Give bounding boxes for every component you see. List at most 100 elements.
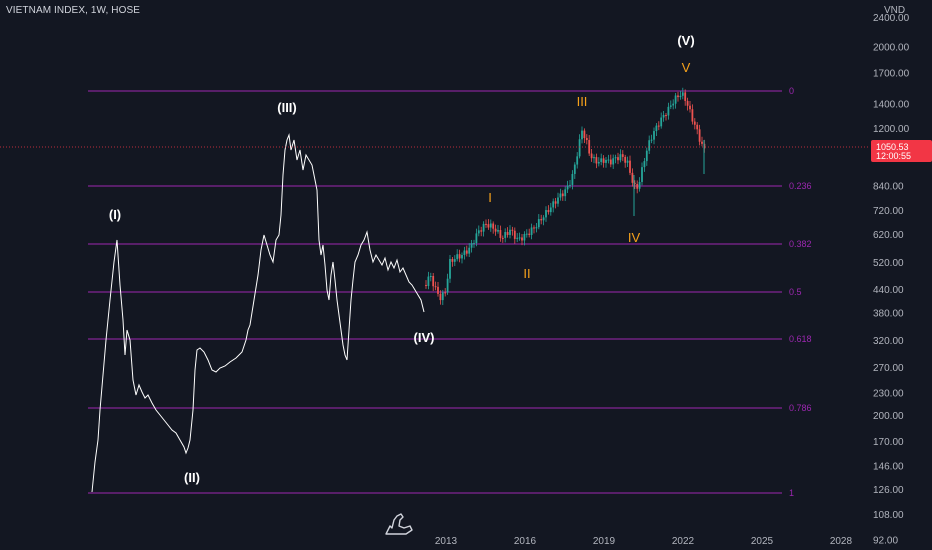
price-tick: 720.00 bbox=[873, 206, 904, 217]
candle-body bbox=[549, 207, 552, 213]
candle-body bbox=[473, 242, 475, 244]
fib-level-label: 0.236 bbox=[789, 181, 812, 191]
currency-label: VND bbox=[884, 5, 905, 16]
candle-body bbox=[581, 130, 583, 140]
candle-body bbox=[636, 184, 639, 189]
tradingview-dino-icon bbox=[385, 513, 413, 535]
candle-body bbox=[621, 154, 624, 157]
current-price-value: 1050.53 bbox=[876, 142, 909, 152]
candle-body bbox=[619, 154, 622, 161]
price-tick: 1200.00 bbox=[873, 124, 910, 135]
candle-body bbox=[485, 223, 487, 225]
candle-body bbox=[660, 117, 663, 127]
wave-label-major: (III) bbox=[277, 100, 297, 115]
candle-body bbox=[530, 227, 533, 235]
candle-body bbox=[475, 233, 478, 243]
candle-body bbox=[453, 259, 456, 262]
candle-body bbox=[643, 161, 646, 168]
candle-body bbox=[638, 181, 641, 189]
weekly-line-series bbox=[91, 133, 425, 493]
candle-body bbox=[641, 167, 643, 182]
price-tick: 2400.00 bbox=[873, 13, 910, 24]
candle-body bbox=[672, 103, 675, 106]
candle-body bbox=[533, 227, 535, 229]
price-tick: 170.00 bbox=[873, 437, 904, 448]
price-tick: 270.00 bbox=[873, 363, 904, 374]
wave-label-major: (II) bbox=[184, 470, 200, 485]
candle-body bbox=[427, 276, 430, 286]
price-tick: 1400.00 bbox=[873, 100, 910, 111]
candle-body bbox=[686, 100, 689, 106]
candle-body bbox=[677, 95, 679, 98]
candle-body bbox=[554, 201, 557, 204]
candle-body bbox=[571, 173, 574, 185]
candle-body bbox=[576, 156, 579, 165]
time-tick: 2019 bbox=[593, 536, 616, 547]
current-price-badge[interactable] bbox=[871, 140, 932, 162]
candle-body bbox=[535, 227, 538, 229]
candle-body bbox=[429, 275, 432, 277]
candle-body bbox=[477, 230, 480, 234]
time-tick: 2028 bbox=[830, 536, 853, 547]
candle-body bbox=[578, 139, 581, 157]
candle-body bbox=[458, 254, 461, 259]
price-tick: 520.00 bbox=[873, 258, 904, 269]
candle-body bbox=[595, 157, 598, 164]
candle-body bbox=[583, 130, 586, 139]
price-tick: 1700.00 bbox=[873, 68, 910, 79]
candle-body bbox=[669, 105, 672, 107]
candle-body bbox=[629, 160, 631, 173]
candle-body bbox=[542, 217, 545, 221]
candle-body bbox=[605, 159, 607, 163]
candle-body bbox=[509, 229, 511, 235]
candle-body bbox=[528, 233, 531, 235]
candle-body bbox=[513, 230, 516, 239]
candle-body bbox=[657, 125, 660, 127]
candle-body bbox=[650, 139, 653, 141]
candle-body bbox=[489, 223, 492, 228]
candle-body bbox=[633, 182, 636, 185]
wave-label-minor: I bbox=[488, 190, 492, 205]
candle-body bbox=[437, 286, 439, 294]
candle-body bbox=[525, 233, 528, 235]
fib-level-label: 0.5 bbox=[789, 287, 802, 297]
fib-level-label: 1 bbox=[789, 488, 794, 498]
candle-body bbox=[468, 247, 471, 254]
time-tick: 2013 bbox=[435, 536, 458, 547]
candle-body bbox=[516, 237, 519, 239]
candle-body bbox=[614, 157, 617, 159]
time-tick: 2025 bbox=[751, 536, 774, 547]
candle-body bbox=[501, 237, 504, 239]
wave-label-minor: II bbox=[523, 266, 530, 281]
candle-body bbox=[585, 138, 588, 141]
wave-label-minor: IV bbox=[628, 230, 641, 245]
candle-body bbox=[504, 232, 507, 238]
candle-body bbox=[461, 255, 463, 259]
candle-body bbox=[545, 210, 547, 218]
candle-body bbox=[600, 158, 603, 162]
candle-body bbox=[441, 292, 444, 301]
price-tick: 2000.00 bbox=[873, 42, 910, 53]
fib-level-label: 0 bbox=[789, 86, 794, 96]
candle-body bbox=[559, 193, 562, 198]
candle-body bbox=[665, 115, 667, 117]
fib-level-label: 0.786 bbox=[789, 403, 812, 413]
candle-body bbox=[698, 129, 701, 142]
candle-body bbox=[444, 292, 447, 294]
price-tick: 320.00 bbox=[873, 336, 904, 347]
wave-label-minor: III bbox=[577, 94, 588, 109]
candle-body bbox=[540, 219, 543, 221]
candle-body bbox=[456, 254, 459, 260]
candle-body bbox=[561, 193, 564, 197]
candle-body bbox=[590, 153, 593, 159]
candle-body bbox=[631, 172, 634, 183]
candle-body bbox=[607, 159, 610, 161]
candle-body bbox=[684, 92, 687, 101]
price-tick: 146.00 bbox=[873, 462, 904, 473]
candle-body bbox=[557, 197, 559, 204]
candle-body bbox=[653, 131, 655, 140]
candle-body bbox=[667, 106, 670, 116]
candle-body bbox=[626, 160, 629, 163]
